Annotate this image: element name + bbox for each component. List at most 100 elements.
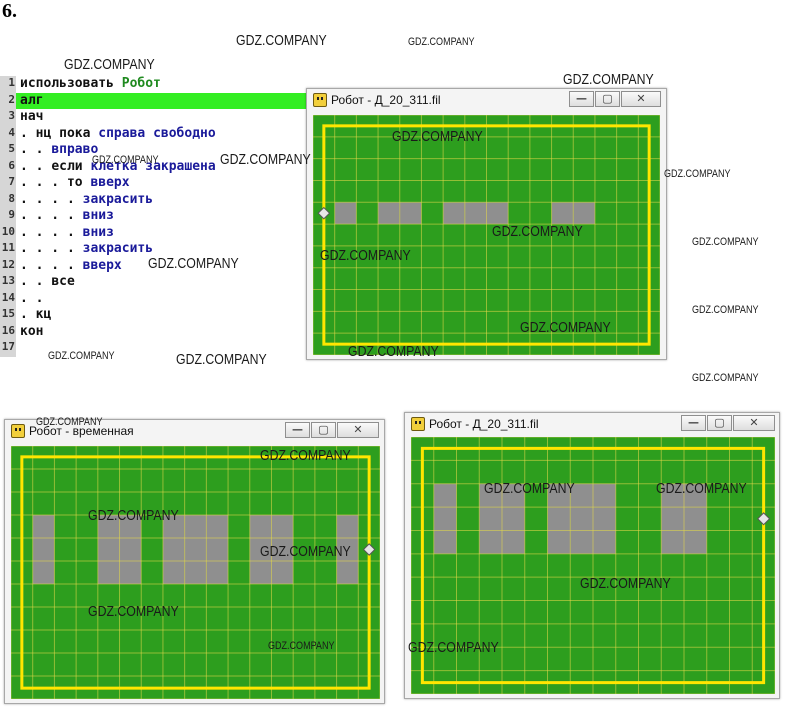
close-button[interactable]: ✕	[337, 422, 379, 438]
line-number: 12	[0, 257, 16, 274]
code-line[interactable]: 2 алг	[0, 92, 306, 109]
painted-cell	[684, 507, 707, 531]
watermark: GDZ.COMPANY	[580, 575, 671, 592]
command-token: вверх	[90, 175, 130, 190]
minimize-button[interactable]: —	[285, 422, 310, 438]
minimize-button[interactable]: —	[569, 91, 594, 107]
code-line[interactable]: 6. . если клетка закрашена	[0, 158, 306, 175]
indent-dots: . . . .	[20, 191, 83, 207]
code-text: нач	[20, 109, 43, 124]
line-number: 2	[0, 92, 16, 109]
line-number: 5	[0, 142, 16, 159]
watermark: GDZ.COMPANY	[260, 447, 351, 464]
code-line[interactable]: 15. кц	[0, 307, 306, 324]
painted-cell	[336, 515, 359, 538]
code-editor[interactable]: 1 использовать Робот 2 алг 3 нач 4. нц пока сп…	[0, 76, 306, 357]
code-line[interactable]: 14 . .	[0, 290, 306, 307]
maximize-button[interactable]: ▢	[595, 91, 620, 107]
painted-cell	[479, 507, 502, 531]
window-title: Робот - Д_20_311.fil	[331, 93, 441, 107]
line-number: 14	[0, 290, 16, 307]
code-line[interactable]: 12 . . . . вверх	[0, 257, 306, 274]
keyword-token: нач	[20, 109, 44, 124]
robot-field[interactable]	[411, 437, 775, 694]
code-text: . . . . вниз	[20, 225, 114, 240]
robot-field[interactable]	[313, 115, 660, 355]
maximize-button[interactable]: ▢	[707, 415, 732, 431]
robot-window-initial[interactable]: Робот - Д_20_311.fil — ▢ ✕	[306, 88, 667, 360]
watermark: GDZ.COMPANY	[392, 128, 483, 145]
painted-cell	[162, 561, 185, 584]
command-token: вправо	[51, 142, 99, 157]
line-number: 1	[0, 76, 16, 93]
painted-cell	[336, 561, 359, 584]
painted-cell	[119, 515, 142, 538]
keyword-token: кон	[20, 323, 44, 339]
code-text: . . . . вверх	[20, 258, 122, 273]
watermark: GDZ.COMPANY	[484, 480, 575, 497]
minimize-button[interactable]: —	[681, 415, 706, 431]
line-number: 9	[0, 208, 16, 225]
painted-cell	[162, 538, 185, 561]
keyword-token: то	[66, 175, 91, 190]
robot-icon	[757, 512, 771, 526]
painted-cell	[547, 507, 571, 531]
window-title-bar[interactable]: Робот - Д_20_311.fil — ▢ ✕	[405, 413, 779, 435]
code-text: . . . . вниз	[20, 208, 114, 223]
painted-cell	[271, 515, 294, 538]
robot-field[interactable]	[11, 446, 380, 699]
maximize-button[interactable]: ▢	[311, 422, 336, 438]
keyword-token: если	[51, 158, 91, 174]
watermark: GDZ.COMPANY	[563, 71, 654, 88]
code-line[interactable]: 7 . . . то вверх	[0, 175, 306, 192]
close-button[interactable]: ✕	[621, 91, 661, 107]
watermark: GDZ.COMPANY	[520, 319, 611, 336]
watermark: GDZ.COMPANY	[692, 236, 759, 248]
code-line[interactable]: 10. . . . вниз	[0, 224, 306, 241]
watermark: GDZ.COMPANY	[260, 543, 351, 560]
painted-cell	[206, 515, 229, 538]
code-text: . нц пока справа свободно	[20, 126, 216, 141]
line-number: 11	[0, 241, 16, 258]
painted-cell	[661, 483, 684, 508]
watermark: GDZ.COMPANY	[656, 480, 747, 497]
painted-cell	[184, 515, 207, 538]
watermark: GDZ.COMPANY	[92, 154, 159, 166]
line-number: 13	[0, 274, 16, 291]
painted-cell	[570, 483, 593, 508]
painted-cell	[570, 530, 593, 554]
painted-cell	[570, 507, 593, 531]
watermark: GDZ.COMPANY	[320, 247, 411, 264]
painted-cell	[271, 561, 294, 584]
code-line[interactable]: 13 . . все	[0, 274, 306, 291]
code-text: . . . . закрасить	[20, 241, 153, 256]
watermark: GDZ.COMPANY	[48, 350, 115, 362]
code-line[interactable]: 8. . . . закрасить	[0, 191, 306, 208]
code-text: алг	[20, 93, 43, 108]
close-button[interactable]: ✕	[733, 415, 775, 431]
code-line[interactable]: 1 использовать Робот	[0, 76, 306, 93]
command-token: вниз	[82, 224, 114, 240]
code-line[interactable]: 11 . . . . закрасить	[0, 241, 306, 258]
painted-cell	[433, 530, 457, 554]
watermark: GDZ.COMPANY	[176, 351, 267, 368]
line-number: 7	[0, 175, 16, 192]
code-line[interactable]: 17	[0, 340, 306, 357]
indent-dots: . .	[20, 142, 52, 157]
painted-cell	[573, 202, 595, 225]
window-title-bar[interactable]: Робот - временная — ▢ ✕	[5, 420, 384, 442]
code-line[interactable]: 4. нц пока справа свободно	[0, 125, 306, 142]
code-line[interactable]: 3 нач	[0, 109, 306, 126]
painted-cell	[206, 561, 229, 584]
robot-window-result[interactable]: Робот - Д_20_311.fil — ▢ ✕	[404, 412, 780, 699]
code-line[interactable]: 9 . . . . вниз	[0, 208, 306, 225]
code-line[interactable]: 16 кон	[0, 323, 306, 340]
painted-cell	[593, 530, 616, 554]
painted-cell	[486, 202, 509, 225]
robot-window-temporary[interactable]: Робот - временная — ▢ ✕	[4, 419, 385, 704]
window-title-bar[interactable]: Робот - Д_20_311.fil — ▢ ✕	[307, 89, 666, 111]
command-token: клетка закрашена	[90, 158, 216, 174]
code-line[interactable]: 5 . . вправо	[0, 142, 306, 159]
painted-cell	[206, 538, 229, 561]
indent-dots: . .	[20, 274, 52, 289]
